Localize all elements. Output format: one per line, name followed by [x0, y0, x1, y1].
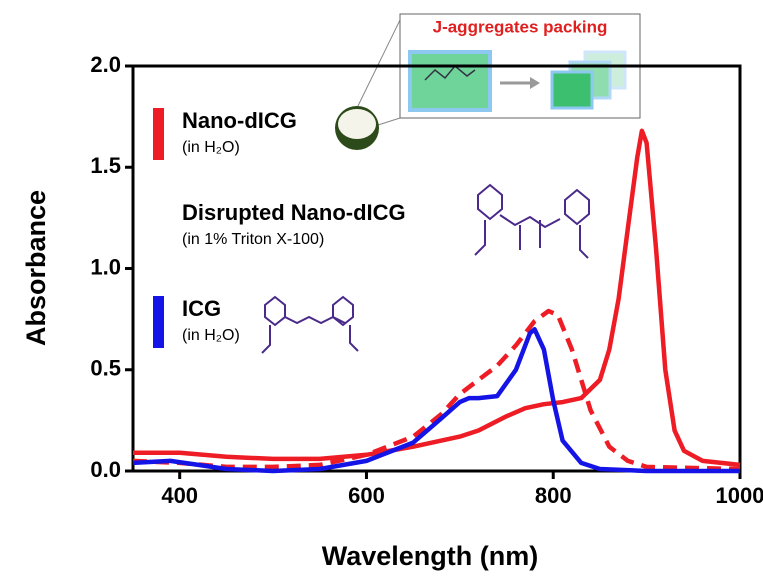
y-tick-label: 0.5	[90, 356, 121, 381]
inset: J-aggregates packing	[354, 13, 641, 126]
inset-title: J-aggregates packing	[433, 17, 608, 36]
x-tick-label: 600	[348, 483, 385, 508]
y-tick-label: 0.0	[90, 457, 121, 482]
legend-note: (in H₂O)	[182, 327, 240, 344]
series-line	[132, 308, 741, 472]
x-axis-label: Wavelength (nm)	[322, 541, 539, 571]
y-axis-label: Absorbance	[21, 190, 51, 346]
nanoparticle-top	[338, 109, 376, 139]
x-tick-label: 400	[161, 483, 198, 508]
series-line	[132, 327, 740, 474]
legend-label: Nano-dICG	[182, 108, 297, 133]
legend-label: ICG	[182, 296, 221, 321]
x-tick-label: 1000	[716, 483, 763, 508]
y-tick-label: 2.0	[90, 52, 121, 77]
legend-swatch	[153, 296, 164, 348]
legend-label: Disrupted Nano-dICG	[182, 200, 406, 225]
legend-note: (in 1% Triton X-100)	[182, 231, 324, 248]
legend-swatch	[153, 108, 164, 160]
y-tick-label: 1.0	[90, 254, 121, 279]
x-tick-label: 800	[535, 483, 572, 508]
legend-note: (in H₂O)	[182, 139, 240, 156]
y-tick-label: 1.5	[90, 153, 121, 178]
molecule-icons	[261, 183, 590, 354]
series-line	[133, 128, 741, 468]
